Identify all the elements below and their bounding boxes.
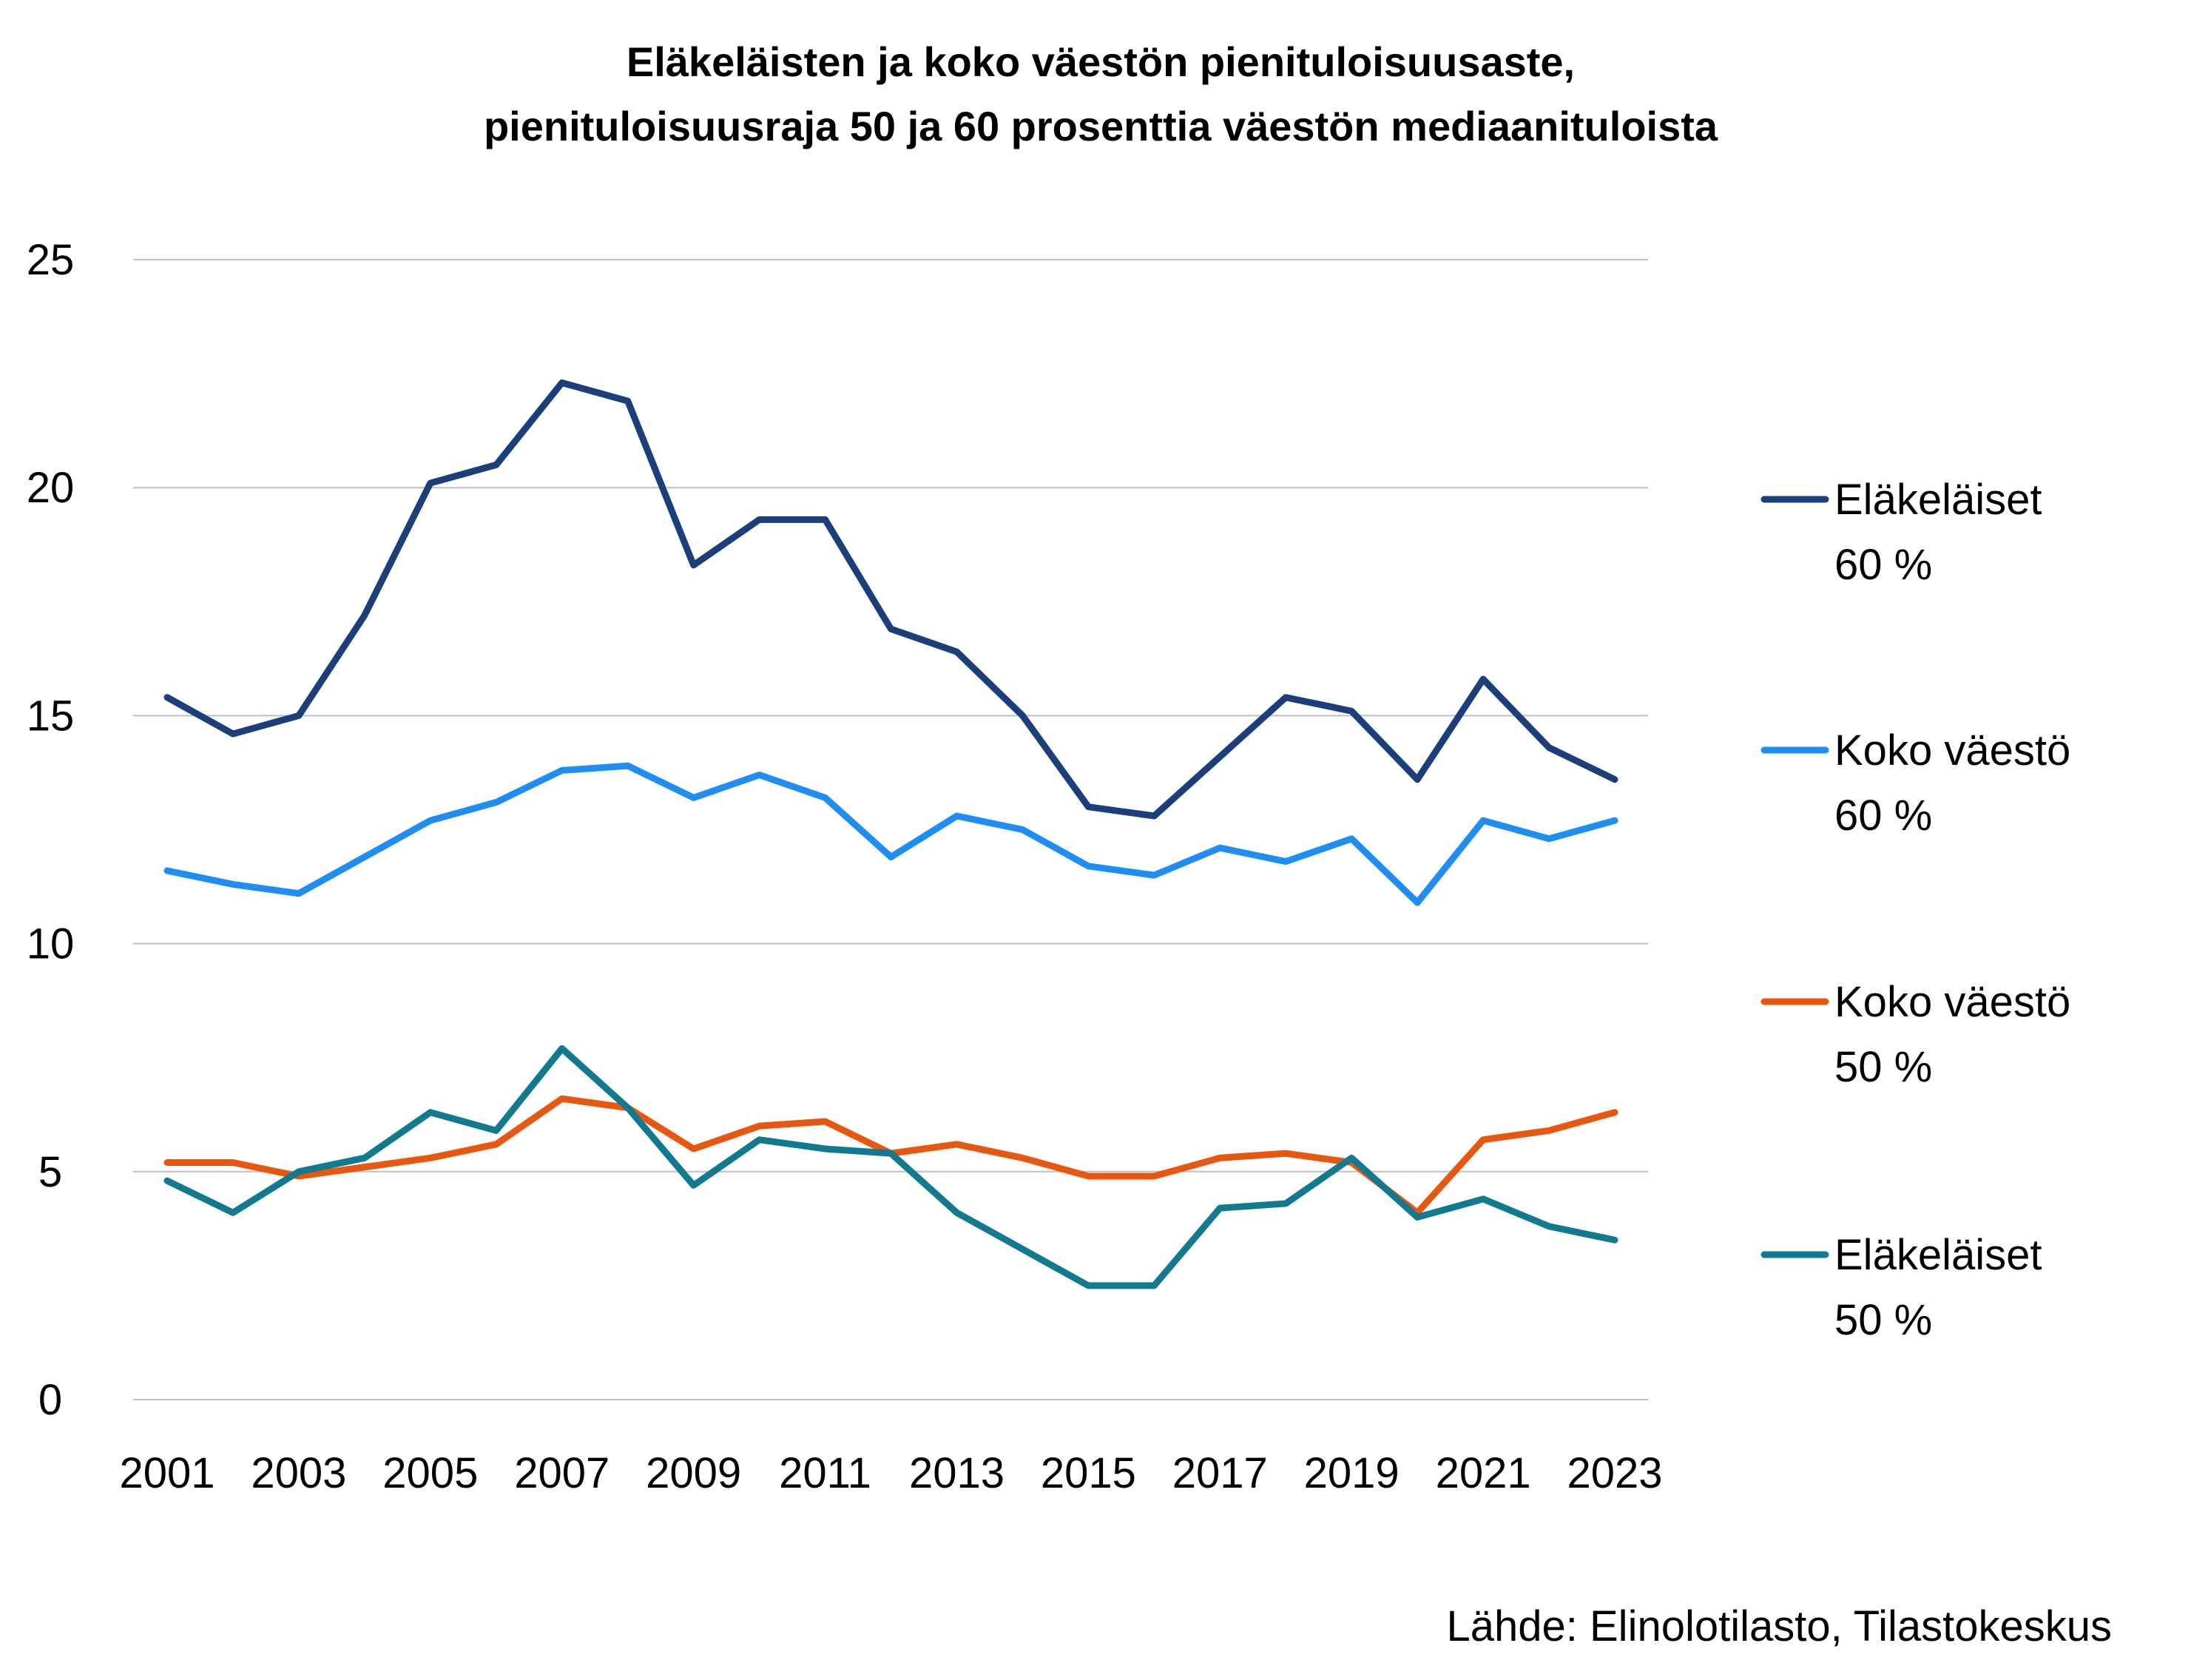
x-tick-label: 2019 — [1304, 1449, 1400, 1497]
gridlines — [133, 259, 1648, 1400]
source-label: Lähde: Elinolotilasto, Tilastokeskus — [1446, 1602, 2112, 1650]
y-tick-label: 15 — [27, 692, 75, 740]
x-tick-label: 2003 — [251, 1449, 346, 1497]
y-tick-label: 10 — [27, 920, 75, 968]
x-axis: 2001 2003 2005 2007 2009 2011 2013 2015 2017 2019… — [119, 1449, 1662, 1497]
x-tick-label: 2005 — [382, 1449, 478, 1497]
legend-label: Koko väestö — [1834, 978, 2070, 1026]
y-tick-label: 20 — [27, 464, 75, 512]
x-tick-label: 2023 — [1567, 1449, 1662, 1497]
series-lines — [163, 379, 1618, 1289]
y-tick-label: 0 — [38, 1376, 62, 1424]
x-tick-label: 2017 — [1172, 1449, 1268, 1497]
legend-label: 60 % — [1834, 541, 1932, 589]
x-tick-label: 2007 — [514, 1449, 610, 1497]
legend-label: 50 % — [1834, 1296, 1932, 1344]
y-tick-label: 25 — [27, 236, 75, 284]
x-tick-label: 2009 — [646, 1449, 741, 1497]
y-tick-label: 5 — [38, 1148, 62, 1196]
series-line — [163, 379, 1618, 820]
x-tick-label: 2021 — [1436, 1449, 1531, 1497]
series-line — [163, 762, 1618, 906]
legend-label: Eläkeläiset — [1834, 1231, 2042, 1279]
x-tick-label: 2011 — [779, 1449, 871, 1497]
legend-label: Koko väestö — [1834, 726, 2070, 775]
y-axis: 0 5 10 15 20 25 — [27, 236, 75, 1424]
series-line — [163, 1045, 1618, 1289]
legend: Eläkeläiset 60 % Koko väestö 60 % Koko väest… — [1760, 476, 2070, 1344]
legend-label: 60 % — [1834, 792, 1932, 840]
x-tick-label: 2015 — [1041, 1449, 1136, 1497]
legend-label: 50 % — [1834, 1043, 1932, 1091]
chart-title-line-2: pienituloisuusraja 50 ja 60 prosenttia v… — [484, 103, 1718, 149]
legend-label: Eläkeläiset — [1834, 476, 2042, 524]
chart-title-line-1: Eläkeläisten ja koko väestön pienitulois… — [627, 38, 1575, 85]
x-tick-label: 2013 — [909, 1449, 1005, 1497]
chart-title: Eläkeläisten ja koko väestön pienitulois… — [484, 38, 1718, 149]
x-tick-label: 2001 — [119, 1449, 215, 1497]
